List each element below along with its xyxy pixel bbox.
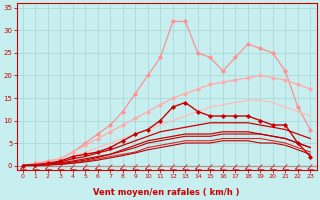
X-axis label: Vent moyen/en rafales ( km/h ): Vent moyen/en rafales ( km/h ) <box>93 188 240 197</box>
